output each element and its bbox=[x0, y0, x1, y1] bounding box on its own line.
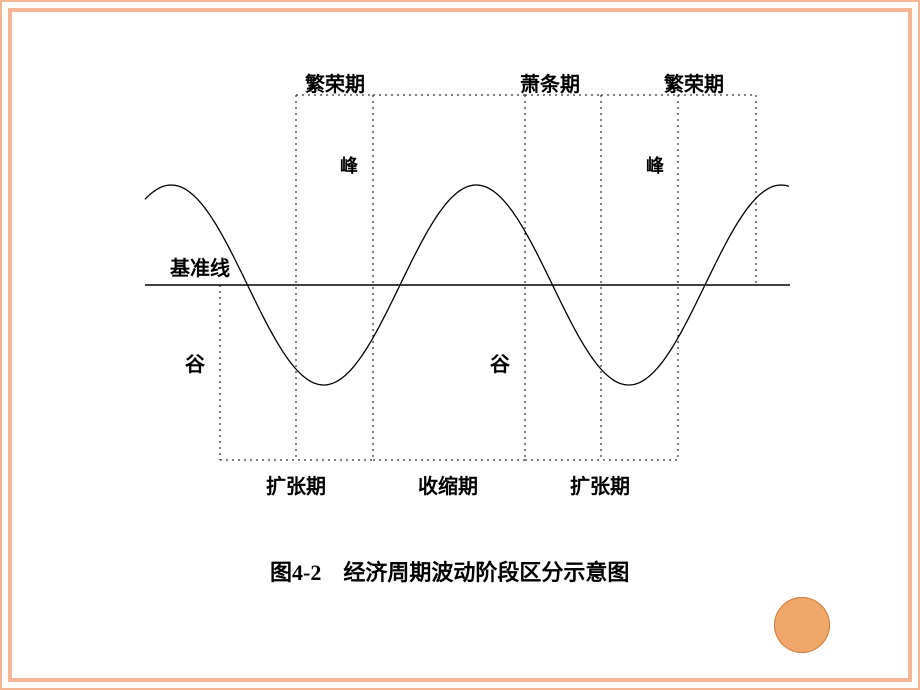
label-peak-1: 峰 bbox=[340, 152, 358, 178]
figure-caption: 图4-2 经济周期波动阶段区分示意图 bbox=[270, 555, 629, 587]
corner-dot-icon bbox=[774, 597, 830, 653]
label-bottom-phase-2: 收缩期 bbox=[418, 470, 478, 499]
label-bottom-phase-1: 扩张期 bbox=[266, 470, 326, 499]
phase-divider-lines bbox=[220, 95, 756, 460]
label-bottom-phase-3: 扩张期 bbox=[570, 470, 630, 499]
label-trough-1: 谷 bbox=[185, 348, 205, 377]
label-baseline: 基准线 bbox=[170, 252, 230, 281]
label-trough-2: 谷 bbox=[490, 348, 510, 377]
label-peak-2: 峰 bbox=[646, 152, 664, 178]
label-top-phase-2: 萧条期 bbox=[520, 68, 580, 97]
label-top-phase-3: 繁荣期 bbox=[664, 68, 724, 97]
label-top-phase-1: 繁荣期 bbox=[305, 68, 365, 97]
